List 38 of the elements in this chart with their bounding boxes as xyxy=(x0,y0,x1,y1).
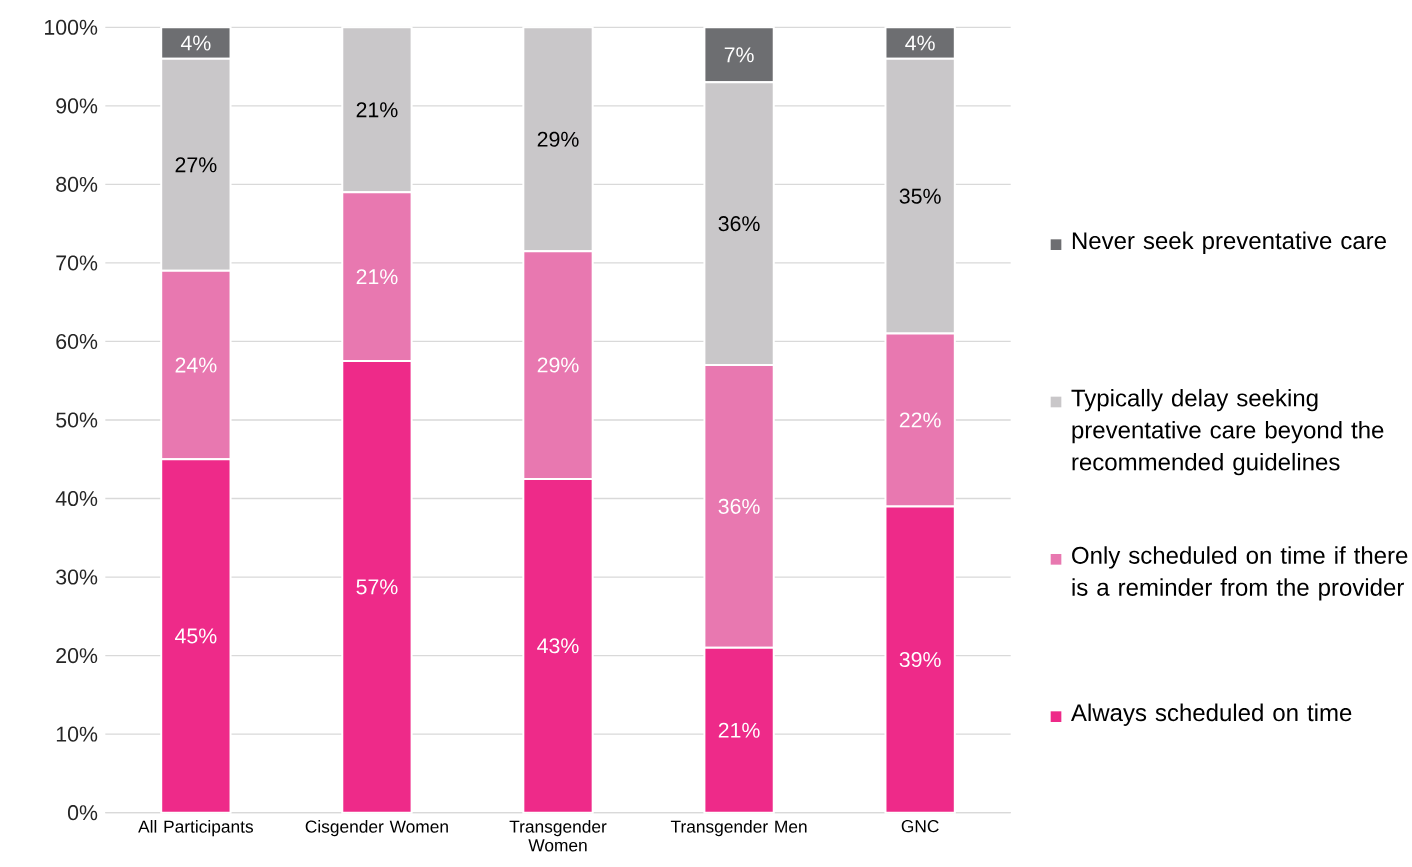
x-tick-label: All Participants xyxy=(138,820,254,837)
data-label: 24% xyxy=(175,357,217,373)
data-label: 4% xyxy=(905,35,935,51)
legend-label: Only scheduled on time if there is a reminder from the provider xyxy=(1072,546,1408,601)
legend-label: Never seek preventative care xyxy=(1072,231,1386,255)
data-label: 4% xyxy=(180,35,211,51)
x-tick-label: Transgender Women xyxy=(509,820,607,852)
data-label: 22% xyxy=(899,412,941,428)
y-tick-label: 30% xyxy=(56,569,98,585)
x-tick-label: GNC xyxy=(901,820,939,833)
legend-label: Always scheduled on time xyxy=(1070,703,1352,727)
y-tick-label: 70% xyxy=(56,255,98,271)
data-label: 57% xyxy=(356,579,398,595)
y-tick-label: 0% xyxy=(67,805,98,821)
y-tick-label: 50% xyxy=(56,412,98,428)
y-tick-label: 20% xyxy=(56,648,98,664)
x-tick-label: Transgender Men xyxy=(670,820,807,837)
legend-label: Typically delay seeking preventative care beyond the recommended guidelines xyxy=(1071,389,1384,476)
y-tick-label: 80% xyxy=(56,177,98,193)
data-label: 43% xyxy=(537,638,579,654)
data-label: 21% xyxy=(356,102,398,118)
data-label: 36% xyxy=(718,499,760,515)
x-tick-label: Cisgender Women xyxy=(305,820,448,837)
data-label: 29% xyxy=(537,131,579,147)
data-label: 45% xyxy=(175,628,217,644)
data-label: 27% xyxy=(175,157,217,173)
data-label: 21% xyxy=(718,722,760,738)
y-tick-label: 60% xyxy=(56,334,98,350)
data-label: 39% xyxy=(899,652,941,668)
data-label: 7% xyxy=(724,47,754,63)
data-label: 21% xyxy=(356,269,398,285)
data-label: 35% xyxy=(899,188,941,204)
y-tick-label: 10% xyxy=(56,726,98,742)
data-label: 36% xyxy=(718,216,760,232)
y-tick-label: 40% xyxy=(55,491,98,507)
y-tick-label: 100% xyxy=(45,19,98,36)
y-tick-label: 90% xyxy=(56,98,98,114)
data-label: 29% xyxy=(537,357,579,373)
